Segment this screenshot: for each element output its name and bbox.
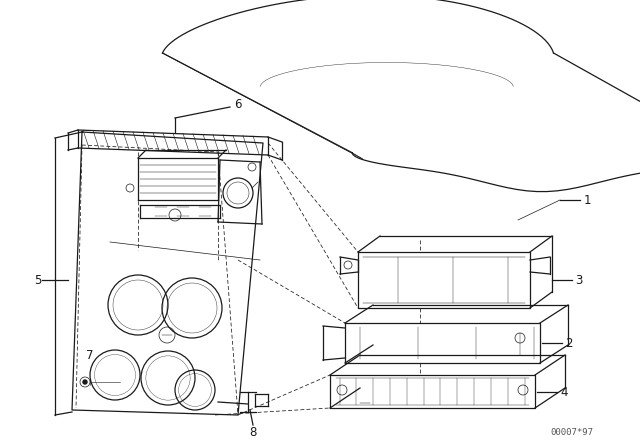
Circle shape — [83, 380, 87, 384]
Text: 4: 4 — [560, 385, 568, 399]
Text: 1: 1 — [583, 194, 591, 207]
Text: 2: 2 — [565, 336, 573, 349]
Text: 00007*97: 00007*97 — [550, 427, 593, 436]
Text: 3: 3 — [575, 273, 582, 287]
Text: 7: 7 — [86, 349, 93, 362]
Text: 8: 8 — [250, 426, 257, 439]
Text: 5: 5 — [35, 273, 42, 287]
Text: 6: 6 — [234, 98, 242, 111]
